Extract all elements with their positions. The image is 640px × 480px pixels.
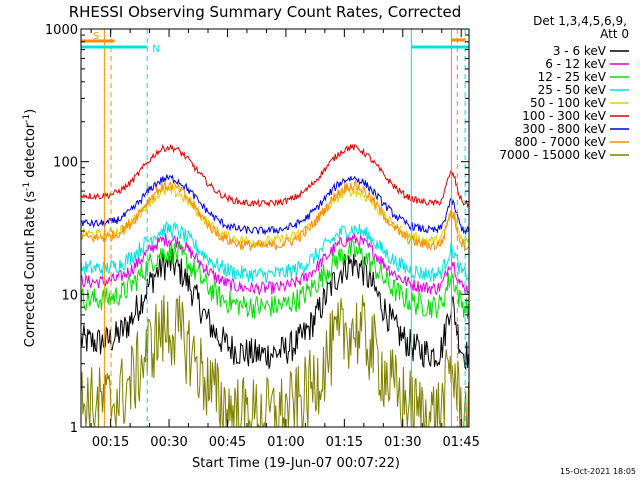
legend-label-3: 25 - 50 keV [538, 83, 607, 97]
y-tick-label: 100 [53, 156, 78, 171]
y-tick-label: 1 [70, 421, 78, 436]
x-axis-label: Start Time (19-Jun-07 00:07:22) [192, 456, 400, 471]
legend-label-2: 12 - 25 keV [538, 70, 607, 84]
legend-header-2: Att 0 [600, 27, 629, 41]
x-tick-label: 01:15 [326, 435, 363, 450]
x-tick-label: 01:30 [384, 435, 421, 450]
y-axis-label: Corrected Count Rate (s-1 detector-1) [22, 109, 38, 347]
x-tick-label: 01:45 [442, 435, 479, 450]
series-line-4 [80, 184, 470, 249]
legend-header-1: Det 1,3,4,5,6,9, [533, 14, 627, 28]
x-tick-label: 00:30 [150, 435, 187, 450]
plot-area: SN [80, 29, 470, 429]
series-line-1 [80, 233, 470, 296]
legend-label-5: 100 - 300 keV [522, 109, 606, 123]
legend-label-8: 7000 - 15000 keV [499, 148, 606, 162]
x-tick-label: 00:45 [209, 435, 246, 450]
series-line-2 [80, 239, 470, 319]
x-tick-label: 01:00 [267, 435, 304, 450]
legend-label-6: 300 - 800 keV [522, 122, 606, 136]
series-line-7 [80, 179, 470, 253]
legend-label-7: 800 - 7000 keV [515, 135, 607, 149]
series-line-6 [80, 174, 470, 236]
axes: 1 10 100 1000 00:15 00:30 00:45 01:00 01:15 01:30… [45, 23, 480, 450]
chart-title: RHESSI Observing Summary Count Rates, Co… [69, 3, 462, 21]
x-tick-label: 00:15 [92, 435, 129, 450]
legend-label-1: 6 - 12 keV [545, 57, 607, 71]
marker-label-0: S [93, 31, 99, 42]
legend-label-0: 3 - 6 keV [553, 44, 607, 58]
y-tick-label: 10 [61, 288, 78, 303]
series-line-0 [80, 248, 470, 371]
marker-label-1: N [152, 44, 159, 55]
y-tick-label: 1000 [45, 23, 78, 38]
series-line-5 [80, 143, 470, 209]
legend-label-4: 50 - 100 keV [530, 96, 607, 110]
plot-frame [80, 28, 470, 428]
series-line-3 [80, 221, 469, 285]
footer-timestamp: 15-Oct-2021 18:05 [560, 467, 636, 476]
